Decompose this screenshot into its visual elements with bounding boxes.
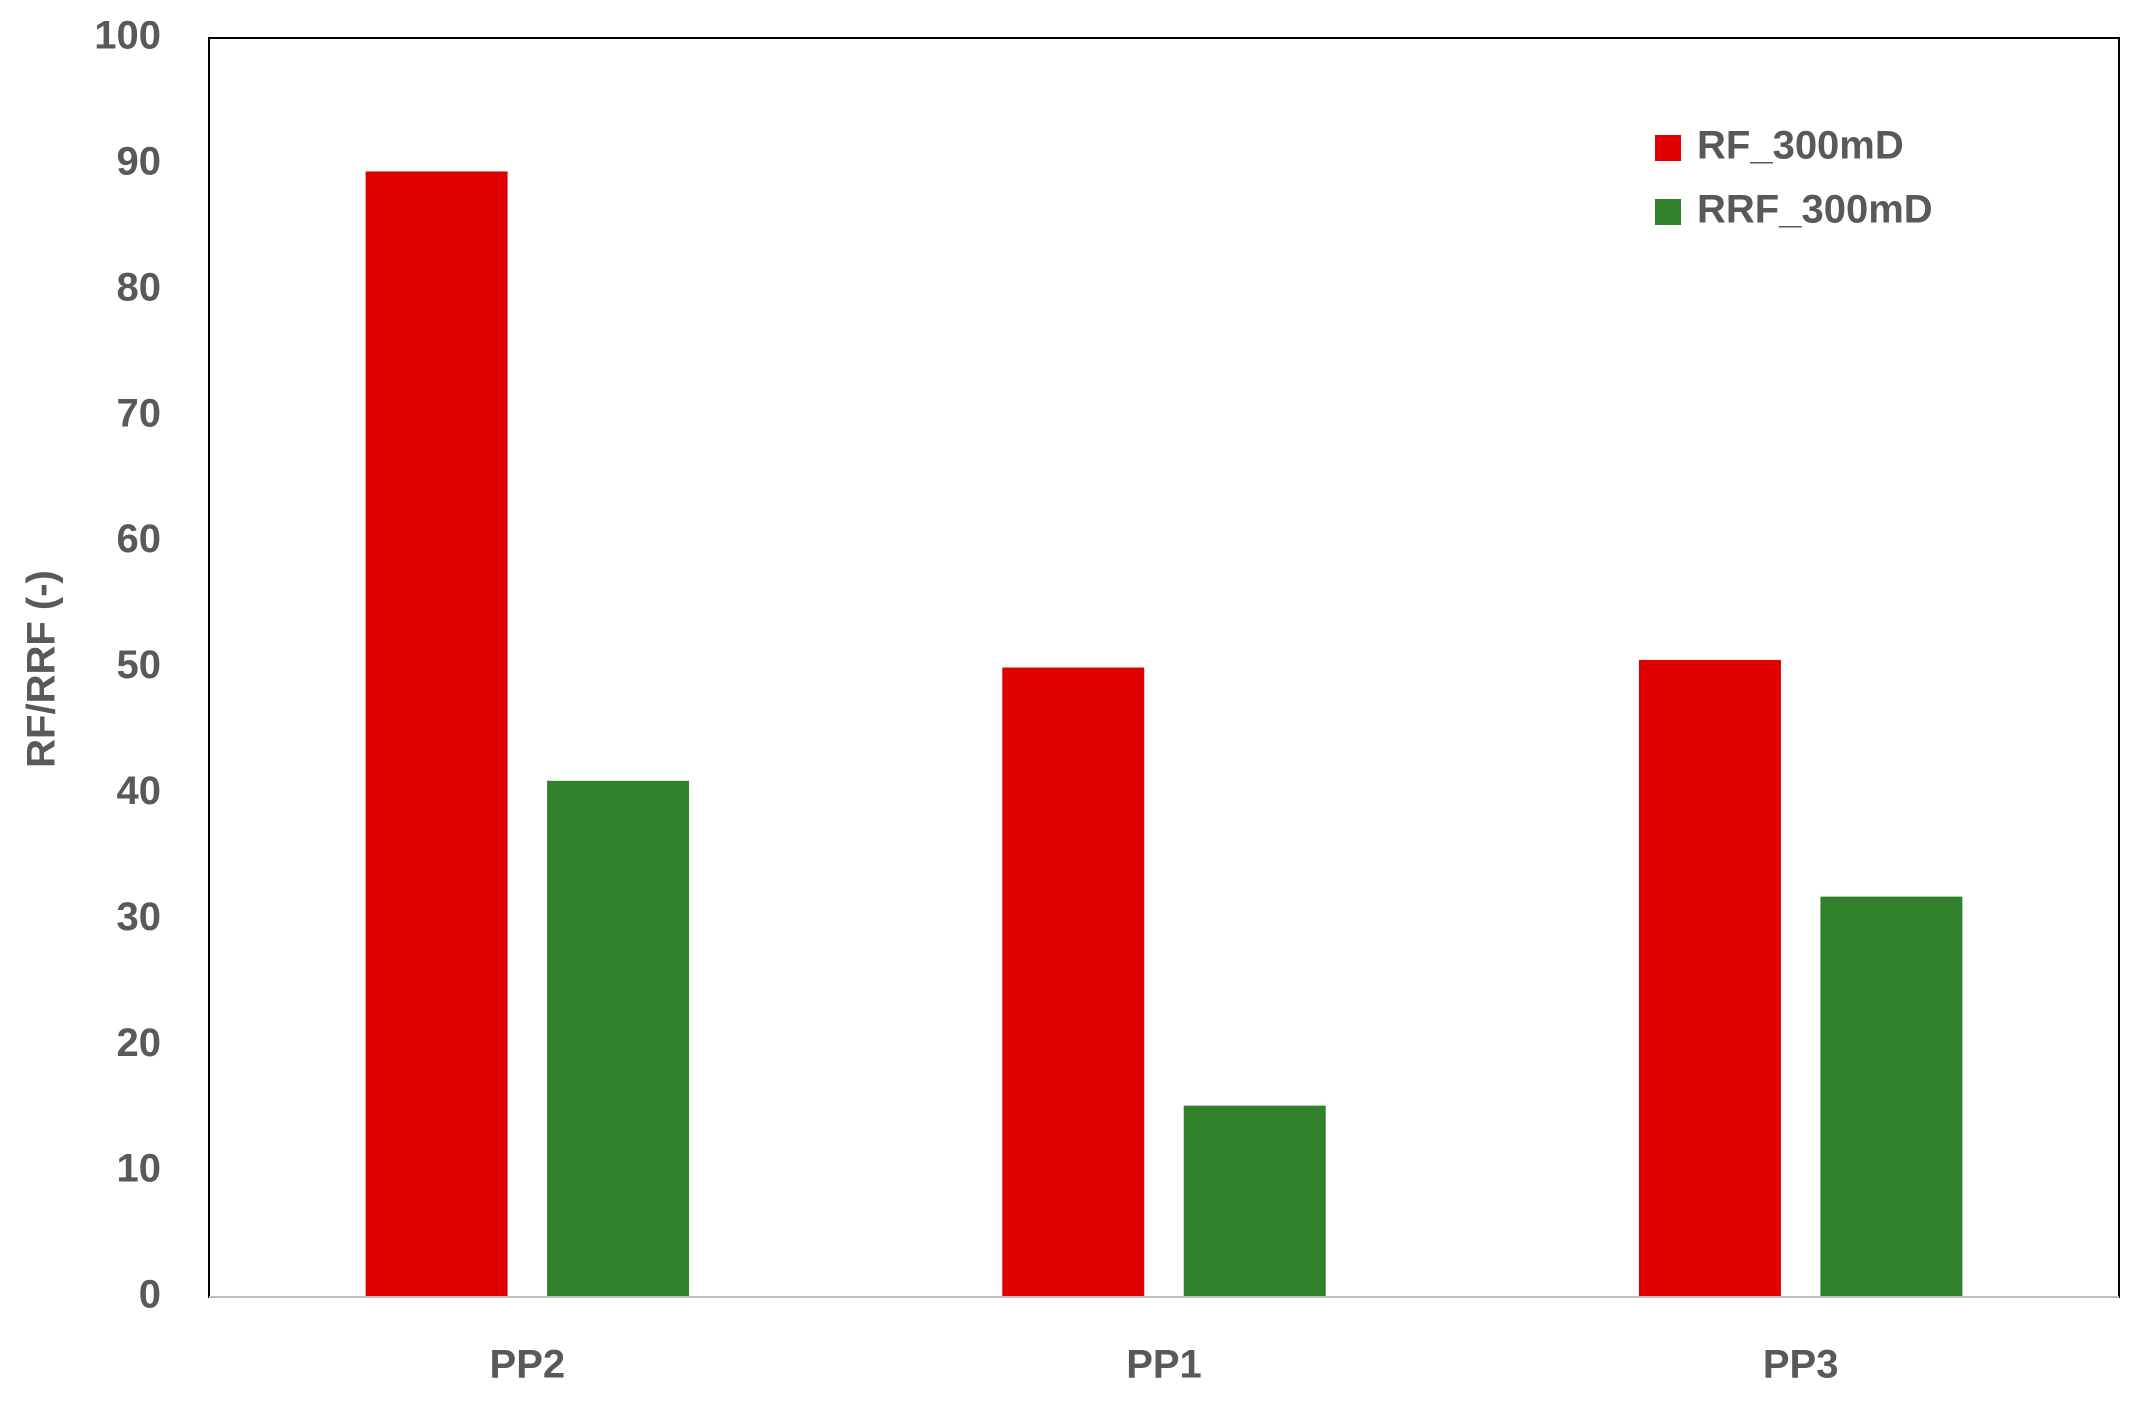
bar — [365, 171, 508, 1298]
y-tick-label: 20 — [117, 1021, 162, 1065]
y-axis-label: RF/RRF (-) — [20, 570, 64, 768]
y-tick-label: 0 — [139, 1273, 161, 1317]
y-tick-label: 80 — [117, 265, 162, 309]
y-tick-label: 40 — [117, 769, 162, 813]
y-tick-label: 60 — [117, 517, 162, 561]
legend-label: RRF_300mD — [1697, 188, 1933, 232]
y-tick-label: 90 — [117, 139, 162, 183]
bar — [1638, 659, 1781, 1297]
x-tick-label: PP2 — [490, 1343, 566, 1387]
y-tick-label: 10 — [117, 1147, 162, 1191]
bar — [1002, 667, 1145, 1297]
bar — [1183, 1105, 1326, 1297]
legend-label: RF_300mD — [1697, 124, 1904, 168]
y-tick-label: 100 — [94, 14, 161, 58]
y-tick-label: 30 — [117, 895, 162, 939]
y-tick-label: 50 — [117, 643, 162, 687]
bar — [547, 780, 690, 1297]
legend-marker — [1655, 199, 1681, 225]
legend-marker — [1655, 135, 1681, 161]
y-tick-label: 70 — [117, 391, 162, 435]
x-tick-label: PP1 — [1126, 1343, 1202, 1387]
bar — [1820, 896, 1963, 1297]
x-tick-label: PP3 — [1763, 1343, 1839, 1387]
